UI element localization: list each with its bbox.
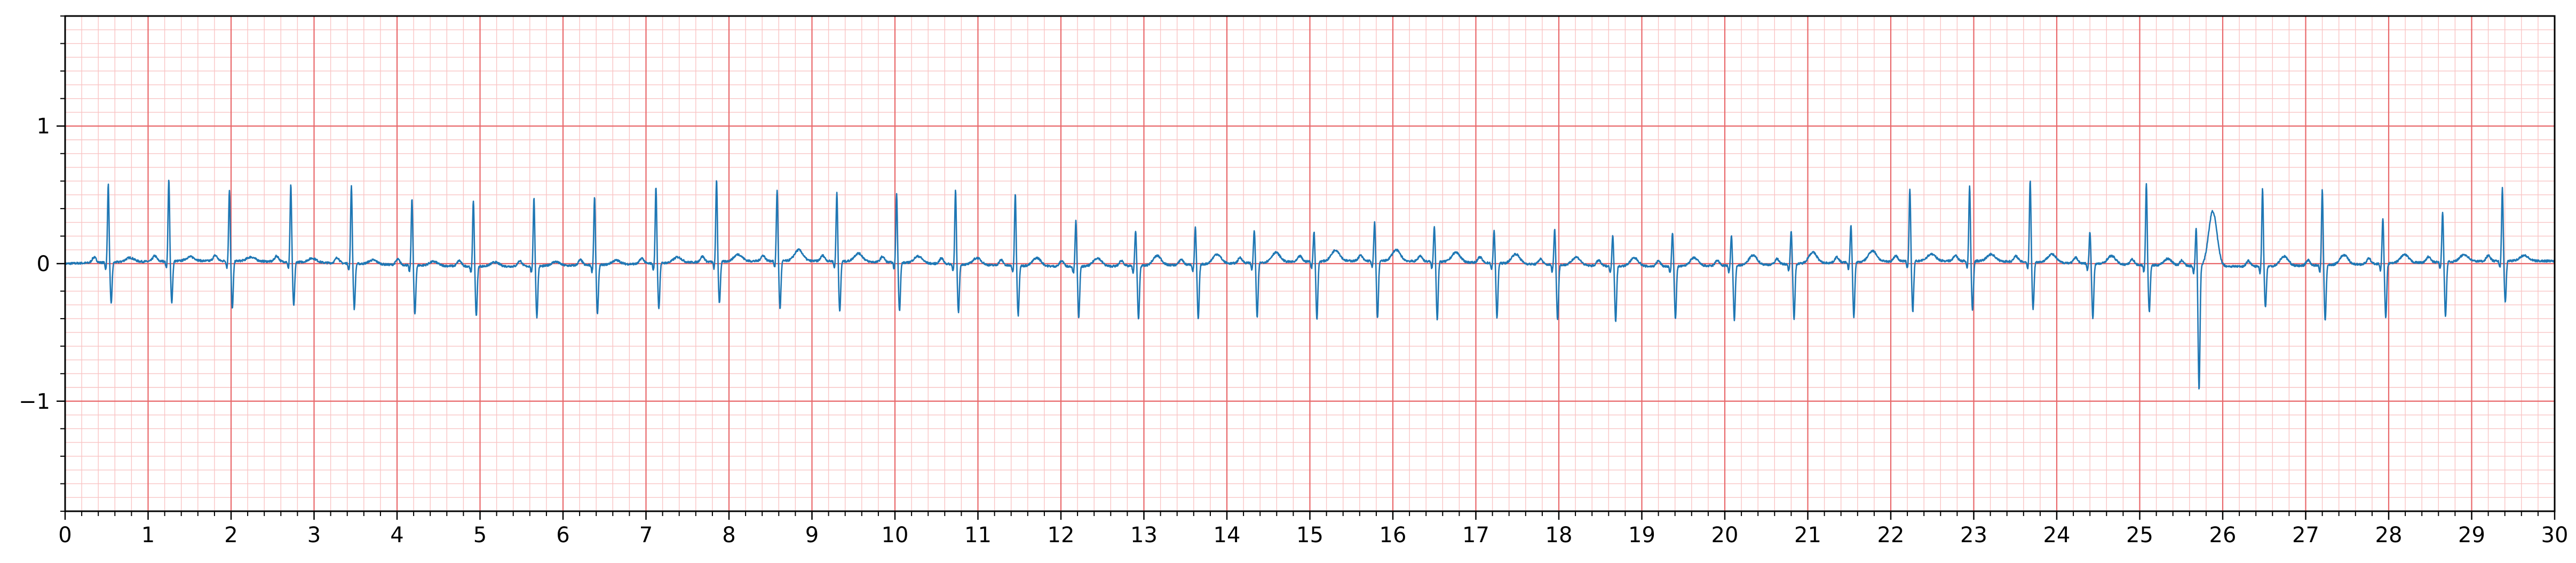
x-tick-label: 16	[1380, 523, 1407, 548]
x-tick-label: 3	[307, 523, 321, 548]
x-tick-label: 1	[141, 523, 155, 548]
x-tick-label: 9	[805, 523, 819, 548]
x-tick-label: 22	[1877, 523, 1905, 548]
y-tick-label: −1	[19, 390, 50, 414]
x-axis: 0 1 2 3 4 5 6 7 8 9 10 11 12 13 14 15 16 17 18 19 20 21 22 23 24…	[58, 511, 2568, 548]
x-tick-label: 27	[2292, 523, 2319, 548]
x-tick-label: 19	[1628, 523, 1655, 548]
x-tick-label: 29	[2458, 523, 2485, 548]
x-tick-label: 25	[2126, 523, 2153, 548]
x-tick-label: 14	[1214, 523, 1241, 548]
x-tick-label: 26	[2209, 523, 2237, 548]
x-tick-label: 6	[556, 523, 569, 548]
x-tick-label: 30	[2541, 523, 2569, 548]
y-axis: −1 0 1	[19, 15, 65, 512]
y-tick-label: 1	[37, 114, 50, 139]
x-tick-label: 15	[1296, 523, 1323, 548]
x-tick-label: 20	[1711, 523, 1739, 548]
x-tick-label: 12	[1048, 523, 1075, 548]
x-tick-label: 13	[1130, 523, 1158, 548]
x-tick-label: 0	[58, 523, 72, 548]
x-tick-label: 4	[390, 523, 403, 548]
x-tick-label: 5	[473, 523, 487, 548]
ecg-trace	[64, 179, 2555, 390]
x-tick-label: 28	[2375, 523, 2403, 548]
x-tick-label: 17	[1462, 523, 1489, 548]
x-tick-label: 21	[1794, 523, 1821, 548]
y-tick-label: 0	[37, 252, 50, 276]
x-tick-label: 11	[964, 523, 992, 548]
x-tick-label: 7	[639, 523, 653, 548]
x-tick-label: 18	[1545, 523, 1573, 548]
x-tick-label: 23	[1960, 523, 1987, 548]
x-tick-label: 2	[224, 523, 237, 548]
x-tick-label: 10	[882, 523, 909, 548]
x-tick-label: 24	[2043, 523, 2071, 548]
ecg-series-line	[64, 179, 2555, 390]
x-tick-label: 8	[722, 523, 735, 548]
